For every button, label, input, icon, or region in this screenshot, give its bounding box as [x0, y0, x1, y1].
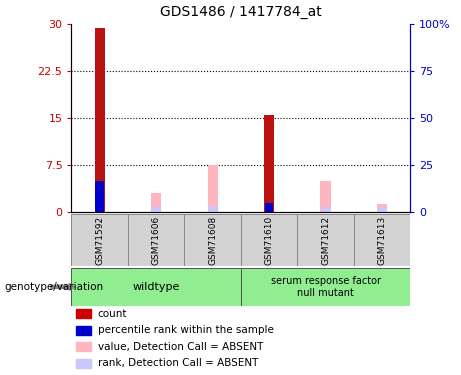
Bar: [320, 181, 331, 212]
Text: percentile rank within the sample: percentile rank within the sample: [98, 325, 274, 335]
Bar: [241, 214, 297, 266]
Bar: [184, 214, 241, 266]
Title: GDS1486 / 1417784_at: GDS1486 / 1417784_at: [160, 5, 322, 19]
Text: GSM71606: GSM71606: [152, 215, 161, 265]
Bar: [76, 309, 91, 318]
Text: GSM71592: GSM71592: [95, 215, 104, 265]
Bar: [377, 204, 387, 212]
Text: GSM71612: GSM71612: [321, 215, 330, 265]
Bar: [152, 207, 160, 212]
Text: rank, Detection Call = ABSENT: rank, Detection Call = ABSENT: [98, 358, 258, 368]
Text: GSM71613: GSM71613: [378, 215, 387, 265]
Bar: [265, 202, 273, 212]
Text: wildtype: wildtype: [132, 282, 180, 292]
Bar: [71, 214, 128, 266]
Text: value, Detection Call = ABSENT: value, Detection Call = ABSENT: [98, 342, 263, 352]
Bar: [354, 214, 410, 266]
Text: serum response factor
null mutant: serum response factor null mutant: [271, 276, 381, 298]
Bar: [151, 193, 161, 212]
Bar: [71, 268, 241, 306]
Text: GSM71608: GSM71608: [208, 215, 217, 265]
Text: GSM71610: GSM71610: [265, 215, 274, 265]
Text: genotype/variation: genotype/variation: [5, 282, 104, 292]
Bar: [76, 358, 91, 368]
Bar: [128, 214, 184, 266]
Bar: [95, 181, 104, 212]
Bar: [76, 342, 91, 351]
Text: count: count: [98, 309, 127, 319]
Bar: [297, 214, 354, 266]
Bar: [95, 27, 105, 212]
Bar: [241, 268, 410, 306]
Bar: [76, 326, 91, 335]
Bar: [378, 207, 386, 212]
Bar: [209, 206, 217, 212]
Bar: [264, 115, 274, 212]
Bar: [322, 207, 330, 212]
Bar: [207, 165, 218, 212]
